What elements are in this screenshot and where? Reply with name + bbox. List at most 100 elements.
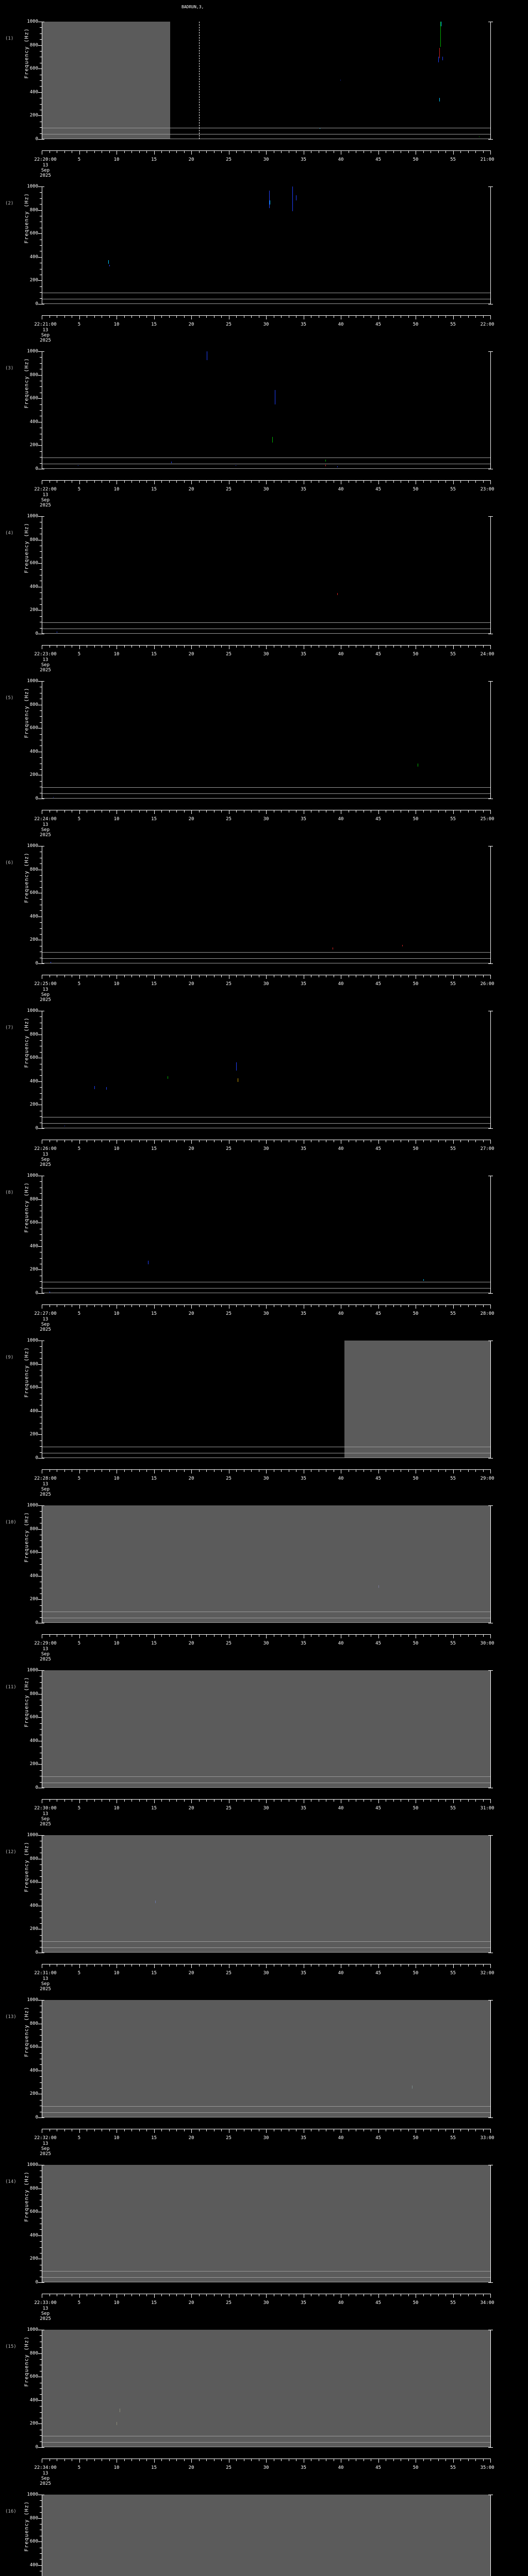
x-tick-major: [154, 2129, 155, 2133]
plot-spine-cap: [40, 2282, 44, 2283]
spectral-trace: [439, 98, 440, 102]
reference-line: [42, 2112, 490, 2113]
spectrogram-panel: (10) Frequency (Hz) 0 200 400 600 800 1000 5 10 15…: [0, 1494, 528, 1663]
x-tick-major: [191, 1799, 192, 1803]
x-tick-major: [453, 2294, 454, 2298]
x-axis-start-time-label: 22:23:00: [34, 652, 57, 657]
x-tick-minor: [184, 315, 185, 318]
x-tick-minor: [408, 1634, 409, 1637]
panel-index-label: (5): [5, 696, 14, 701]
panel-index-label: (14): [5, 2179, 16, 2184]
x-tick-minor: [184, 645, 185, 648]
plot-area[interactable]: [42, 1835, 490, 1953]
x-tick-major: [490, 1304, 491, 1309]
spectrogram-panel: (2) Frequency (Hz) 0 200 400 600 800 1000 5 10 15 2…: [0, 175, 528, 344]
spectrogram-panel: (14) Frequency (Hz) 0 200 400 600 800 1000 5 10 15…: [0, 2154, 528, 2322]
plot-spine-cap: [40, 1458, 44, 1459]
x-tick-minor: [161, 150, 162, 153]
y-tick-mark-minor: [40, 439, 42, 440]
x-tick-minor: [124, 1304, 125, 1307]
spectral-trace: [236, 1062, 237, 1071]
x-tick-minor: [460, 1634, 461, 1637]
panel-index-label: (3): [5, 366, 14, 371]
x-tick-major: [266, 975, 267, 979]
plot-area[interactable]: [42, 2165, 490, 2282]
spectral-trace: [423, 1279, 424, 1281]
x-tick-label: 35: [301, 981, 306, 987]
y-tick-mark-minor: [40, 881, 42, 882]
plot-area[interactable]: [42, 1011, 490, 1128]
x-tick-minor: [161, 810, 162, 812]
x-tick-minor: [460, 1799, 461, 1802]
plot-area[interactable]: [42, 351, 490, 469]
plot-area[interactable]: [42, 1341, 490, 1458]
y-tick-mark-minor: [40, 2076, 42, 2077]
y-tick-label: 400: [29, 1243, 38, 1249]
y-tick-label: 0: [35, 961, 38, 966]
date-stamp-line: 13: [42, 1317, 48, 1322]
x-tick-minor: [475, 2294, 476, 2296]
plot-area[interactable]: [42, 681, 490, 799]
plot-area[interactable]: [42, 2000, 490, 2117]
x-tick-label: 55: [450, 1146, 456, 1151]
x-tick-minor: [131, 975, 132, 977]
y-tick-mark-minor: [40, 410, 42, 411]
x-tick-label: 55: [450, 157, 456, 162]
plot-area[interactable]: [42, 1670, 490, 1788]
x-tick-major: [378, 810, 379, 814]
x-tick-minor: [199, 645, 200, 648]
x-tick-minor: [236, 975, 237, 977]
y-tick-label: 400: [29, 89, 38, 95]
x-tick-minor: [131, 1140, 132, 1142]
y-tick-mark: [38, 2353, 42, 2354]
x-tick-minor: [281, 2459, 282, 2461]
x-tick-minor: [468, 2129, 469, 2131]
x-tick-minor: [64, 2129, 65, 2131]
x-tick-minor: [423, 1634, 424, 1637]
x-tick-minor: [109, 1304, 110, 1307]
x-tick-major: [378, 1140, 379, 1144]
plot-area[interactable]: [42, 1176, 490, 1293]
x-tick-label: 50: [412, 1476, 419, 1481]
plot-area[interactable]: [42, 187, 490, 304]
y-tick-mark-minor: [40, 2506, 42, 2507]
date-stamp-line: Sep: [41, 1157, 50, 1162]
plot-area[interactable]: [42, 2495, 490, 2576]
x-tick-minor: [408, 1964, 409, 1967]
x-tick-minor: [475, 2459, 476, 2461]
panel-index-label: (16): [5, 2509, 16, 2514]
x-tick-major: [378, 1634, 379, 1638]
y-tick-label: 1000: [27, 1833, 38, 1838]
y-tick-mark-minor: [40, 1540, 42, 1541]
plot-area[interactable]: [42, 846, 490, 963]
y-tick-mark-minor: [40, 2082, 42, 2083]
x-tick-minor: [161, 480, 162, 483]
y-tick-label: 800: [29, 207, 38, 213]
x-axis-start-time-label: 22:28:00: [34, 1476, 57, 1481]
y-tick-mark: [38, 610, 42, 611]
x-tick-minor: [64, 2459, 65, 2461]
plot-area[interactable]: [42, 516, 490, 634]
reference-line: [42, 457, 490, 459]
plot-area[interactable]: [42, 22, 490, 139]
x-tick-label: 20: [188, 157, 194, 162]
x-tick-minor: [169, 1634, 170, 1637]
y-tick-mark-minor: [40, 1558, 42, 1559]
plot-area[interactable]: [42, 2330, 490, 2447]
plot-area[interactable]: [42, 1505, 490, 1623]
x-tick-minor: [468, 1799, 469, 1802]
x-tick-label: 45: [375, 2300, 381, 2306]
y-tick-label: 1000: [27, 1503, 38, 1508]
x-tick-major: [79, 975, 80, 979]
x-tick-minor: [236, 645, 237, 648]
y-tick-label: 1000: [27, 2492, 38, 2497]
x-tick-major: [79, 1140, 80, 1144]
x-tick-label: 50: [412, 817, 419, 822]
x-tick-minor: [468, 150, 469, 153]
y-tick-mark: [38, 45, 42, 46]
x-tick-minor: [221, 1964, 222, 1967]
plot-spine-right: [490, 1011, 491, 1128]
x-axis-date-stamp: 13 Sep 2025: [31, 2141, 60, 2157]
x-tick-major: [378, 2459, 379, 2463]
plot-spine-cap: [488, 2000, 493, 2001]
